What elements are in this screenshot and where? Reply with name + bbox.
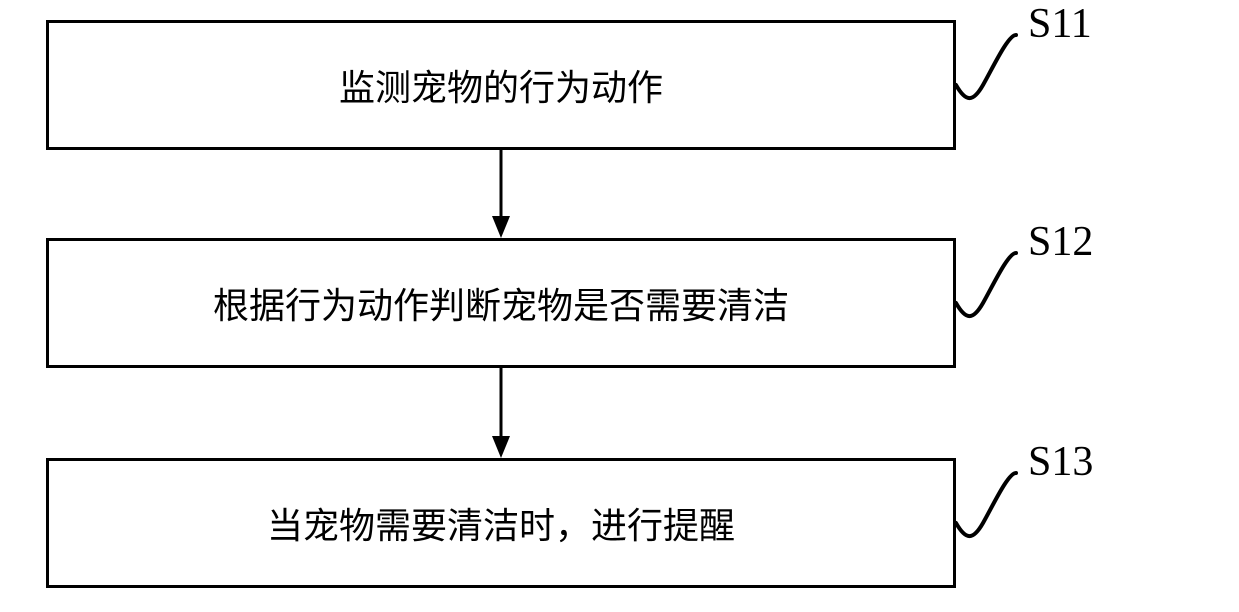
flowchart-canvas: 监测宠物的行为动作 根据行为动作判断宠物是否需要清洁 当宠物需要清洁时，进行提醒…: [0, 0, 1239, 612]
flow-step-s11: 监测宠物的行为动作: [46, 20, 956, 150]
flow-step-s13: 当宠物需要清洁时，进行提醒: [46, 458, 956, 588]
flow-step-s13-text: 当宠物需要清洁时，进行提醒: [267, 497, 735, 549]
flow-step-s12-text: 根据行为动作判断宠物是否需要清洁: [213, 277, 789, 329]
step-label-s11: S11: [1028, 0, 1092, 48]
step-label-s12: S12: [1028, 218, 1093, 266]
flow-step-s12: 根据行为动作判断宠物是否需要清洁: [46, 238, 956, 368]
flow-step-s11-text: 监测宠物的行为动作: [339, 59, 663, 111]
step-label-s13: S13: [1028, 438, 1093, 486]
